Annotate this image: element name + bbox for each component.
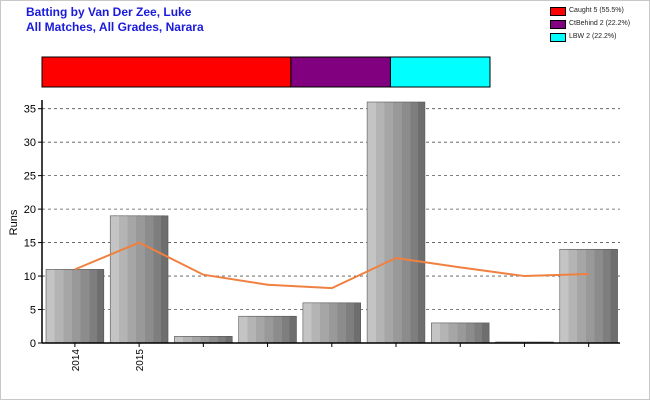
bar <box>174 336 233 344</box>
legend-label-lbw: LBW 2 (22.2%) <box>569 33 617 40</box>
y-tick-label: 0 <box>30 338 36 350</box>
x-tick-label: 2015 <box>135 349 146 372</box>
bar <box>238 315 297 344</box>
bar <box>559 248 618 344</box>
y-tick-label: 10 <box>24 271 36 283</box>
bar <box>45 269 105 344</box>
bar <box>366 101 426 344</box>
dismissal-stacked-bar <box>41 56 491 88</box>
legend-swatch-lbw <box>550 33 566 42</box>
chart-subtitle: All Matches, All Grades, Narara <box>26 20 204 34</box>
trend-line <box>74 241 589 290</box>
x-tick-label: 2014 <box>71 349 82 372</box>
trend-line-series <box>74 241 589 290</box>
legend-label-ctbehind: CtBehind 2 (22.2%) <box>569 20 631 27</box>
legend-label-caught: Caught 5 (55.5%) <box>569 7 624 14</box>
axes <box>41 100 620 344</box>
dismissal-segment-1 <box>290 56 391 88</box>
bar <box>109 215 169 344</box>
y-axis-label: Runs <box>8 209 20 235</box>
y-tick-label: 20 <box>24 204 36 216</box>
bar-series <box>45 101 618 344</box>
dismissal-segment-2 <box>389 56 491 88</box>
legend-swatch-ctbehind <box>550 20 566 29</box>
legend-swatch-caught <box>550 7 566 16</box>
y-tick-labels: 0 5 10 15 20 25 30 35 <box>24 104 42 350</box>
y-tick-label: 35 <box>24 104 36 116</box>
chart-title: Batting by Van Der Zee, Luke <box>26 5 192 19</box>
y-tick-label: 25 <box>24 171 36 183</box>
bar <box>431 322 490 344</box>
y-tick-label: 15 <box>24 238 36 250</box>
y-tick-label: 30 <box>24 137 36 149</box>
dismissal-segment-0 <box>41 56 292 88</box>
x-tick-labels: 2014 2015 <box>71 343 590 372</box>
bar <box>302 302 361 344</box>
y-tick-label: 5 <box>30 305 36 317</box>
